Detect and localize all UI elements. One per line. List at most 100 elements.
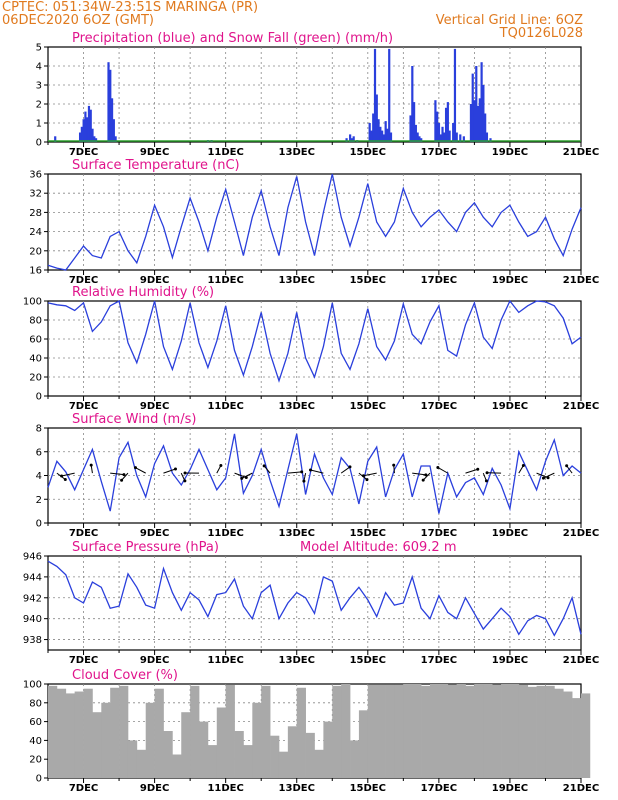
cloud-bar [429,684,440,778]
wind-vector-head [60,474,64,478]
wind-vector-head [308,468,312,472]
precip-frame [47,46,582,143]
rh-xtick-label: 7DEC [69,401,98,412]
cloud-ytick-label: 0 [36,774,42,785]
cloud-bar [403,684,413,778]
cloud-bar [350,740,360,778]
pressure-xtick-label: 11DEC [207,655,243,666]
wind-vector [110,472,124,476]
precip-bar [379,126,382,142]
rh-xtick-label: 13DEC [279,401,315,412]
precip-xtick-label: 11DEC [207,147,243,158]
precip-bar [409,115,412,142]
pressure-ytick-label: 938 [23,635,42,646]
precip-bar [352,136,355,142]
cloud-bar [492,684,502,778]
cloud-bar [270,735,280,778]
precip-bar [375,94,378,142]
wind-vector [465,468,478,474]
cloud-title: Cloud Cover (%) [72,668,178,683]
precip-bar [446,102,449,142]
temp-ytick-label: 24 [29,227,42,238]
cloud-ytick-label: 40 [29,736,42,747]
wind-vector-head [122,473,126,477]
precip-bar [452,123,455,142]
precip-bar [386,128,389,142]
cloud-bar [323,721,333,778]
precip-bar [94,138,98,142]
pressure-ytick-label: 942 [23,593,42,604]
wind-ytick-label: 8 [36,424,42,435]
wind-ytick-label: 0 [36,519,42,530]
precip-bar [388,48,391,142]
wind-vector-head [300,470,304,474]
rh-xtick-label: 21DEC [563,401,599,412]
cloud-bar [358,710,369,778]
wind-vector [241,472,253,479]
wind-vector-head [392,463,396,467]
cloud-bar [447,684,457,778]
cloud-xtick-label: 15DEC [350,783,386,794]
rh-panel: Relative Humidity (%) 0 20 40 60 80 100 7DEC 9DE… [23,285,599,412]
cloud-bar [332,685,342,778]
precip-bar [482,85,485,142]
rh-frame [47,300,582,397]
cloud-bar [536,685,546,778]
precip-bar [411,66,414,142]
precip-bar [437,123,441,142]
rh-ytick-label: 40 [29,354,42,365]
cloud-bar [110,687,120,778]
cloud-bar [385,684,395,778]
cloud-bar [145,702,155,778]
precip-bar [80,126,83,142]
wind-ytick-label: 6 [36,447,42,458]
cloud-bar [127,740,138,778]
cloud-bar [394,684,404,778]
rh-xtick-label: 11DEC [207,401,243,412]
rh-line [47,299,582,383]
precip-xtick-label: 7DEC [69,147,98,158]
precip-bar [412,102,416,142]
precip-bar [453,48,457,142]
wind-vector-head [183,471,187,475]
precip-ytick-label: 1 [36,119,42,130]
cloud-bar [554,688,564,778]
precip-bar [78,132,82,142]
temp-xtick-label: 21DEC [563,275,599,286]
precip-bar [86,117,89,142]
pressure-ytick-label: 944 [23,572,42,583]
temp-xtick-label: 7DEC [69,275,98,286]
precip-bar [478,98,481,142]
temp-title: Surface Temperature (nC) [72,158,240,173]
cloud-bar [154,688,164,778]
precip-bar [382,134,385,142]
precip-bar [377,119,380,142]
temp-panel: Surface Temperature (nC) 16 20 24 28 32 36 7DEC… [29,158,599,286]
cloud-bar [296,687,306,778]
wind-ytick-label: 2 [36,495,42,506]
cloud-xtick-label: 17DEC [421,783,457,794]
cloud-bar [119,685,129,778]
cloud-xtick-label: 11DEC [207,783,243,794]
rh-ytick-label: 0 [36,392,42,403]
wind-vector-head [262,464,266,468]
precip-bar [109,69,112,142]
cloud-ytick-label: 20 [29,755,42,766]
precip-bar [110,98,114,142]
precip-bar [93,136,96,142]
wind-xtick-label: 17DEC [421,528,457,539]
wind-vector [437,467,448,474]
temp-xtick-label: 13DEC [279,275,315,286]
precip-bar [350,138,354,142]
cloud-bar [465,685,475,778]
cloud-bar [518,684,529,778]
wind-vector [412,472,426,476]
rh-ytick-label: 80 [29,316,42,327]
wind-vector-head [484,479,488,483]
precip-bar [414,124,417,142]
precip-bar [84,111,87,142]
wind-vector-head [63,478,67,482]
pressure-title: Surface Pressure (hPa) [72,540,219,555]
cloud-bar [572,698,582,778]
